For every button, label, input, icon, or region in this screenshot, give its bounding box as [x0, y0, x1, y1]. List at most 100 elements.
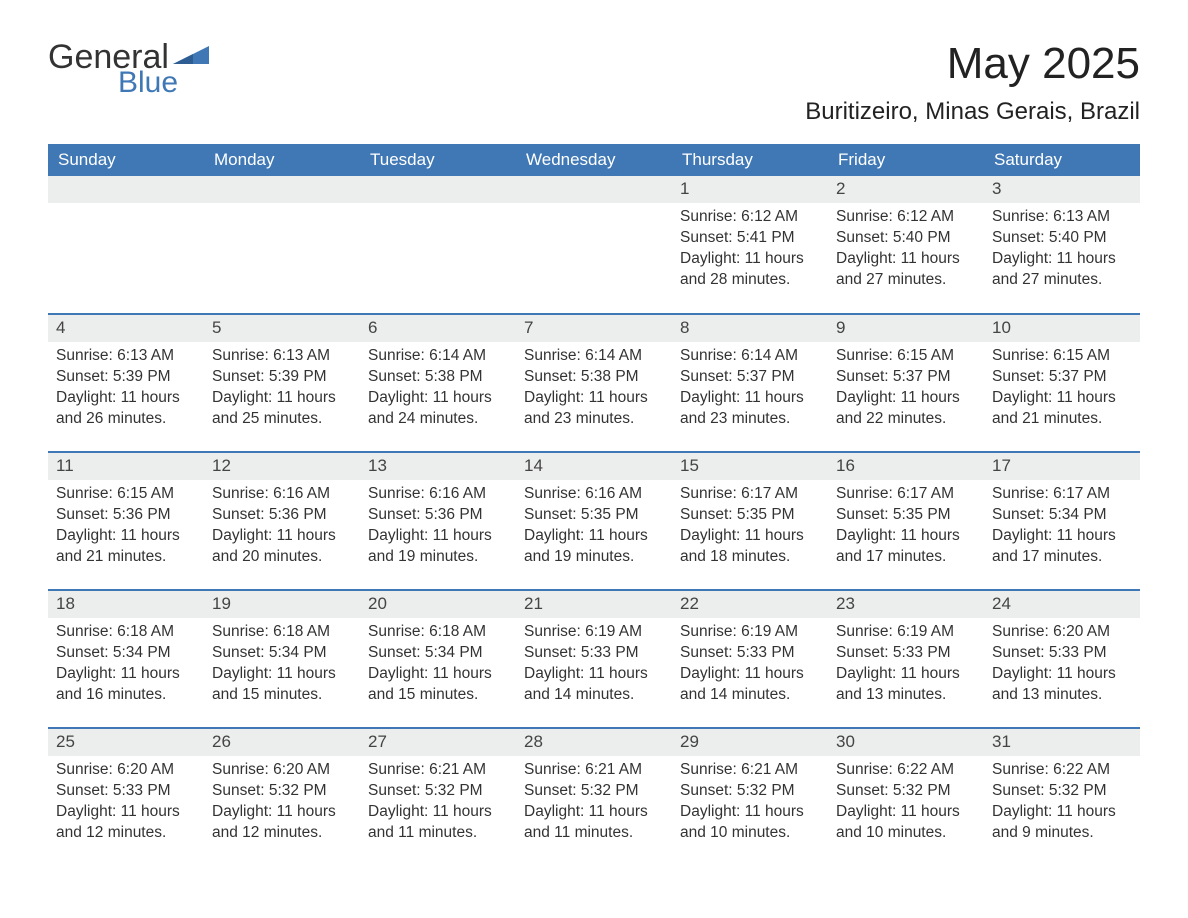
sunset-value: 5:33 PM — [1049, 644, 1107, 661]
daylight-line: Daylight: 11 hours and 21 minutes. — [992, 388, 1132, 430]
sunset-line: Sunset: 5:34 PM — [212, 643, 352, 664]
sunrise-label: Sunrise: — [836, 623, 897, 640]
sunrise-value: 6:20 AM — [1053, 623, 1110, 640]
day-body: Sunrise: 6:17 AMSunset: 5:35 PMDaylight:… — [672, 480, 828, 574]
daylight-label: Daylight: — [368, 803, 433, 820]
daylight-line: Daylight: 11 hours and 15 minutes. — [368, 664, 508, 706]
daylight-line: Daylight: 11 hours and 17 minutes. — [836, 526, 976, 568]
sunrise-line: Sunrise: 6:14 AM — [524, 346, 664, 367]
sunrise-value: 6:14 AM — [741, 347, 798, 364]
sunrise-value: 6:15 AM — [897, 347, 954, 364]
day-body: Sunrise: 6:14 AMSunset: 5:38 PMDaylight:… — [516, 342, 672, 436]
day-body: Sunrise: 6:20 AMSunset: 5:32 PMDaylight:… — [204, 756, 360, 850]
sunrise-line: Sunrise: 6:17 AM — [680, 484, 820, 505]
daylight-label: Daylight: — [368, 527, 433, 544]
sunrise-line: Sunrise: 6:21 AM — [524, 760, 664, 781]
sunrise-value: 6:19 AM — [741, 623, 798, 640]
daylight-line: Daylight: 11 hours and 27 minutes. — [836, 249, 976, 291]
calendar-cell: 7Sunrise: 6:14 AMSunset: 5:38 PMDaylight… — [516, 314, 672, 452]
day-body: Sunrise: 6:21 AMSunset: 5:32 PMDaylight:… — [516, 756, 672, 850]
sunrise-label: Sunrise: — [212, 485, 273, 502]
sunrise-label: Sunrise: — [524, 761, 585, 778]
location: Buritizeiro, Minas Gerais, Brazil — [805, 98, 1140, 126]
sunrise-label: Sunrise: — [836, 208, 897, 225]
day-number: 3 — [984, 176, 1140, 202]
sunrise-label: Sunrise: — [368, 485, 429, 502]
sunset-label: Sunset: — [836, 782, 893, 799]
sunset-value: 5:35 PM — [581, 506, 639, 523]
sunset-line: Sunset: 5:38 PM — [524, 367, 664, 388]
sunrise-value: 6:18 AM — [273, 623, 330, 640]
calendar-cell: 16Sunrise: 6:17 AMSunset: 5:35 PMDayligh… — [828, 452, 984, 590]
sunset-value: 5:41 PM — [737, 229, 795, 246]
day-number: 11 — [48, 453, 204, 479]
sunset-value: 5:32 PM — [893, 782, 951, 799]
calendar-table: SundayMondayTuesdayWednesdayThursdayFrid… — [48, 144, 1140, 866]
day-number: 30 — [828, 729, 984, 755]
sunset-label: Sunset: — [992, 368, 1049, 385]
day-number: 25 — [48, 729, 204, 755]
daylight-label: Daylight: — [836, 250, 901, 267]
sunrise-line: Sunrise: 6:17 AM — [992, 484, 1132, 505]
sunrise-line: Sunrise: 6:14 AM — [680, 346, 820, 367]
sunrise-value: 6:13 AM — [273, 347, 330, 364]
sunset-line: Sunset: 5:38 PM — [368, 367, 508, 388]
sunrise-value: 6:18 AM — [117, 623, 174, 640]
sunrise-value: 6:13 AM — [1053, 208, 1110, 225]
daylight-label: Daylight: — [56, 527, 121, 544]
calendar-cell: 23Sunrise: 6:19 AMSunset: 5:33 PMDayligh… — [828, 590, 984, 728]
sunrise-label: Sunrise: — [212, 623, 273, 640]
sunrise-value: 6:17 AM — [1053, 485, 1110, 502]
day-body: Sunrise: 6:16 AMSunset: 5:36 PMDaylight:… — [360, 480, 516, 574]
daylight-label: Daylight: — [56, 389, 121, 406]
sunrise-value: 6:20 AM — [117, 761, 174, 778]
day-number: 14 — [516, 453, 672, 479]
sunrise-label: Sunrise: — [992, 761, 1053, 778]
sunrise-label: Sunrise: — [836, 485, 897, 502]
calendar-cell: 25Sunrise: 6:20 AMSunset: 5:33 PMDayligh… — [48, 728, 204, 866]
sunrise-line: Sunrise: 6:22 AM — [836, 760, 976, 781]
sunrise-value: 6:13 AM — [117, 347, 174, 364]
sunrise-line: Sunrise: 6:16 AM — [368, 484, 508, 505]
daylight-label: Daylight: — [524, 803, 589, 820]
daylight-label: Daylight: — [992, 527, 1057, 544]
sunset-label: Sunset: — [56, 368, 113, 385]
daylight-line: Daylight: 11 hours and 12 minutes. — [56, 802, 196, 844]
sunrise-label: Sunrise: — [56, 347, 117, 364]
daylight-label: Daylight: — [212, 389, 277, 406]
page: General Blue May 2025 Buritizeiro, Minas… — [0, 0, 1188, 906]
flag-icon — [173, 42, 209, 68]
day-header: Friday — [828, 144, 984, 176]
sunrise-line: Sunrise: 6:21 AM — [368, 760, 508, 781]
sunrise-line: Sunrise: 6:21 AM — [680, 760, 820, 781]
daylight-label: Daylight: — [836, 665, 901, 682]
daylight-line: Daylight: 11 hours and 18 minutes. — [680, 526, 820, 568]
sunset-value: 5:35 PM — [893, 506, 951, 523]
daylight-line: Daylight: 11 hours and 23 minutes. — [680, 388, 820, 430]
day-number: 8 — [672, 315, 828, 341]
sunset-value: 5:34 PM — [425, 644, 483, 661]
day-number: 26 — [204, 729, 360, 755]
daylight-label: Daylight: — [836, 803, 901, 820]
daylight-line: Daylight: 11 hours and 15 minutes. — [212, 664, 352, 706]
day-number: 13 — [360, 453, 516, 479]
daylight-label: Daylight: — [836, 527, 901, 544]
sunset-label: Sunset: — [524, 368, 581, 385]
day-number: 28 — [516, 729, 672, 755]
sunset-label: Sunset: — [680, 644, 737, 661]
daylight-label: Daylight: — [680, 389, 745, 406]
sunset-value: 5:36 PM — [425, 506, 483, 523]
calendar-week: 1Sunrise: 6:12 AMSunset: 5:41 PMDaylight… — [48, 176, 1140, 314]
sunset-label: Sunset: — [992, 644, 1049, 661]
day-body: Sunrise: 6:16 AMSunset: 5:36 PMDaylight:… — [204, 480, 360, 574]
day-number: 9 — [828, 315, 984, 341]
sunrise-value: 6:12 AM — [897, 208, 954, 225]
sunset-line: Sunset: 5:39 PM — [212, 367, 352, 388]
day-number: 1 — [672, 176, 828, 202]
logo-text-blue: Blue — [118, 68, 209, 98]
day-header: Wednesday — [516, 144, 672, 176]
sunset-value: 5:32 PM — [581, 782, 639, 799]
sunset-value: 5:33 PM — [581, 644, 639, 661]
daylight-line: Daylight: 11 hours and 26 minutes. — [56, 388, 196, 430]
daylight-line: Daylight: 11 hours and 16 minutes. — [56, 664, 196, 706]
